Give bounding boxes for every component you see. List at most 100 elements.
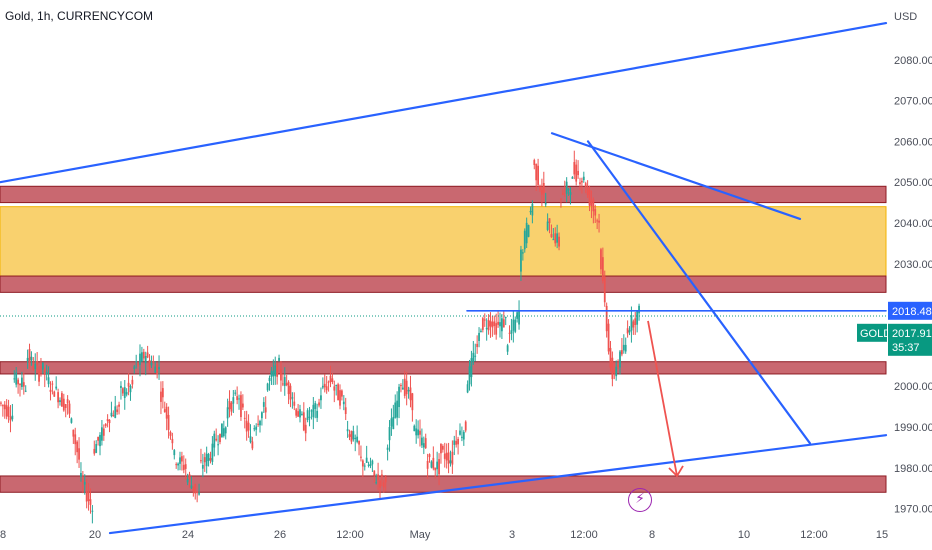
candle-body bbox=[215, 438, 218, 441]
candle-body bbox=[365, 457, 368, 463]
candle-body bbox=[638, 305, 640, 314]
symbol-price-label: 2017.91 bbox=[892, 328, 932, 340]
candle-body bbox=[280, 369, 282, 381]
candle-body bbox=[57, 392, 59, 403]
candle-body bbox=[196, 491, 199, 493]
candle-body bbox=[308, 416, 311, 418]
supply-zone-1[interactable] bbox=[0, 206, 887, 277]
candle-body bbox=[518, 310, 520, 325]
candle-body bbox=[537, 165, 539, 185]
symbol-badge bbox=[857, 323, 887, 342]
candle-body bbox=[255, 426, 258, 430]
candle-body bbox=[127, 382, 130, 387]
time-tick-label: 15 bbox=[876, 529, 888, 541]
demand-zone-3[interactable] bbox=[0, 361, 887, 375]
candle-body bbox=[245, 420, 248, 432]
candle-body bbox=[163, 409, 166, 413]
candle-body bbox=[301, 413, 303, 415]
candle-body bbox=[148, 359, 151, 367]
candle-body bbox=[213, 433, 216, 448]
candle-body bbox=[615, 366, 618, 377]
candle-body bbox=[165, 406, 168, 419]
candle-body bbox=[259, 420, 261, 426]
candle-body bbox=[118, 404, 120, 407]
candle-body bbox=[9, 416, 12, 421]
candle-body bbox=[74, 434, 77, 445]
candle-body bbox=[388, 427, 391, 441]
candle-body bbox=[367, 464, 370, 466]
trendline-descending-long[interactable] bbox=[586, 140, 812, 445]
candle-body bbox=[222, 428, 225, 437]
candle-body bbox=[247, 422, 250, 431]
candle-body bbox=[575, 164, 578, 182]
candle-body bbox=[306, 410, 309, 420]
time-tick-label: 12:00 bbox=[800, 529, 828, 541]
candle-body bbox=[40, 366, 42, 368]
candle-body bbox=[257, 423, 259, 425]
candle-body bbox=[154, 366, 157, 373]
candle-body bbox=[285, 383, 288, 386]
candle-body bbox=[373, 470, 376, 476]
time-tick-label: 8 bbox=[649, 529, 655, 541]
candle-body bbox=[386, 447, 389, 450]
trendline-lower-channel[interactable] bbox=[108, 434, 888, 535]
price-tick-label: 2070.00 bbox=[894, 96, 932, 108]
candle-body bbox=[36, 361, 39, 366]
candle-body bbox=[453, 440, 456, 445]
candle-body bbox=[224, 427, 227, 434]
candle-body bbox=[421, 437, 423, 446]
candle-body bbox=[186, 478, 189, 483]
candle-body bbox=[312, 404, 315, 418]
projection-arrow-head bbox=[668, 465, 684, 478]
candle-body bbox=[390, 418, 393, 427]
candle-body bbox=[581, 180, 583, 183]
candle-body bbox=[53, 391, 56, 397]
demand-zone-2[interactable] bbox=[0, 275, 887, 293]
candle-body bbox=[634, 318, 637, 325]
lightning-icon[interactable]: ⚡ bbox=[628, 488, 652, 512]
candle-body bbox=[78, 448, 80, 460]
price-tick-label: 1990.00 bbox=[894, 422, 932, 434]
candle-body bbox=[184, 464, 187, 469]
candle-body bbox=[129, 385, 132, 393]
candle-body bbox=[384, 476, 387, 483]
candle-body bbox=[68, 403, 71, 414]
candle-body bbox=[636, 311, 639, 325]
trendline-upper-channel[interactable] bbox=[0, 21, 888, 184]
candle-body bbox=[135, 361, 138, 363]
current-price-badge bbox=[888, 301, 932, 320]
candle-body bbox=[325, 386, 328, 391]
candle-body bbox=[80, 473, 82, 477]
candle-body bbox=[49, 389, 52, 392]
candle-body bbox=[270, 371, 273, 377]
candle-body bbox=[588, 190, 591, 206]
projection-arrow[interactable] bbox=[647, 320, 678, 477]
candle-body bbox=[133, 366, 136, 369]
candle-body bbox=[462, 431, 465, 440]
candle-body bbox=[241, 403, 244, 408]
candle-body bbox=[19, 383, 21, 386]
time-tick-label: 24 bbox=[182, 529, 194, 541]
candle-body bbox=[379, 480, 381, 488]
demand-zone-0[interactable] bbox=[0, 185, 887, 204]
candle-body bbox=[283, 377, 286, 386]
candle-body bbox=[59, 400, 61, 403]
candle-body bbox=[428, 454, 431, 458]
candle-body bbox=[243, 417, 246, 419]
candle-body bbox=[358, 441, 360, 445]
candle-body bbox=[497, 321, 499, 325]
candle-body bbox=[489, 320, 492, 327]
candle-body bbox=[630, 315, 633, 331]
candle-body bbox=[249, 436, 252, 443]
candle-body bbox=[521, 252, 524, 254]
candle-body bbox=[173, 450, 176, 456]
candle-body bbox=[361, 460, 364, 467]
demand-zone-4[interactable] bbox=[0, 475, 887, 493]
candle-body bbox=[192, 486, 195, 492]
candle-body bbox=[121, 388, 124, 394]
candle-body bbox=[430, 461, 433, 468]
candle-body bbox=[565, 181, 568, 194]
candle-body bbox=[632, 321, 635, 328]
candle-body bbox=[232, 397, 235, 404]
